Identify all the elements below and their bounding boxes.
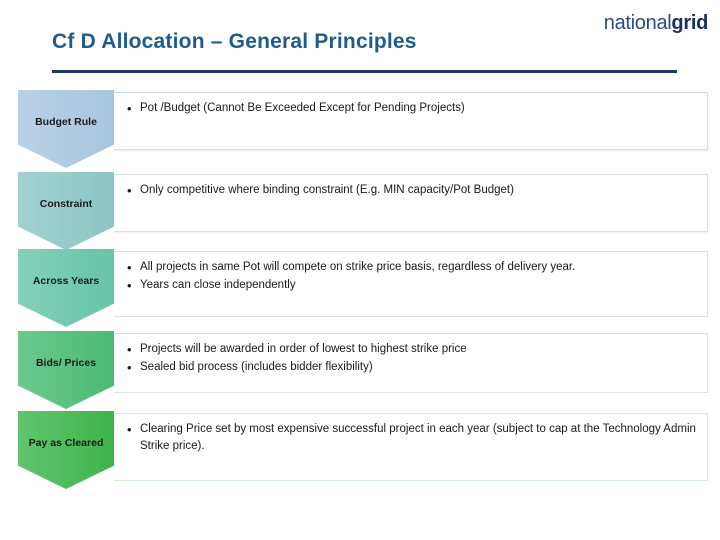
title-divider (52, 70, 677, 73)
chevron-label-text: Across Years (32, 275, 100, 288)
bullet-item: Clearing Price set by most expensive suc… (126, 420, 697, 456)
logo-text-national: national (603, 12, 672, 34)
bullet-list: All projects in same Pot will compete on… (126, 258, 697, 296)
bullet-item: Pot /Budget (Cannot Be Exceeded Except f… (126, 99, 697, 119)
bullet-list: Clearing Price set by most expensive suc… (126, 420, 697, 456)
principle-row: Pay as Cleared Clearing Price set by mos… (18, 411, 708, 489)
bullet-list: Only competitive where binding constrain… (126, 181, 697, 201)
chevron-label-pay-as-cleared: Pay as Cleared (18, 411, 114, 489)
chevron-label-text: Bids/ Prices (35, 357, 97, 370)
nationalgrid-logo: nationalgrid (603, 12, 709, 35)
principle-row: Across Years All projects in same Pot wi… (18, 249, 708, 327)
principle-text-box: Only competitive where binding constrain… (114, 174, 708, 232)
chevron-label-budget-rule: Budget Rule (18, 90, 114, 168)
chevron-label-text: Budget Rule (35, 116, 97, 129)
logo-text-grid: grid (671, 12, 708, 34)
bullet-list: Projects will be awarded in order of low… (126, 340, 697, 378)
principle-row: Bids/ Prices Projects will be awarded in… (18, 331, 708, 409)
bullet-item: Projects will be awarded in order of low… (126, 340, 697, 360)
chevron-label-bids-prices: Bids/ Prices (18, 331, 114, 409)
principle-text-box: All projects in same Pot will compete on… (114, 251, 708, 317)
principle-text-box: Projects will be awarded in order of low… (114, 333, 708, 393)
chevron-label-constraint: Constraint (18, 172, 114, 250)
bullet-item: Years can close independently (126, 276, 697, 296)
chevron-label-text: Pay as Cleared (28, 437, 104, 450)
bullet-item: Only competitive where binding constrain… (126, 181, 697, 201)
page-title: Cf D Allocation – General Principles (52, 30, 417, 53)
chevron-label-text: Constraint (39, 198, 93, 211)
principle-row: Constraint Only competitive where bindin… (18, 172, 708, 250)
bullet-list: Pot /Budget (Cannot Be Exceeded Except f… (126, 99, 697, 119)
principle-text-box: Pot /Budget (Cannot Be Exceeded Except f… (114, 92, 708, 150)
bullet-item: Sealed bid process (includes bidder flex… (126, 358, 697, 378)
chevron-label-across-years: Across Years (18, 249, 114, 327)
bullet-item: All projects in same Pot will compete on… (126, 258, 697, 278)
principle-text-box: Clearing Price set by most expensive suc… (114, 413, 708, 481)
principle-row: Budget Rule Pot /Budget (Cannot Be Excee… (18, 90, 708, 168)
